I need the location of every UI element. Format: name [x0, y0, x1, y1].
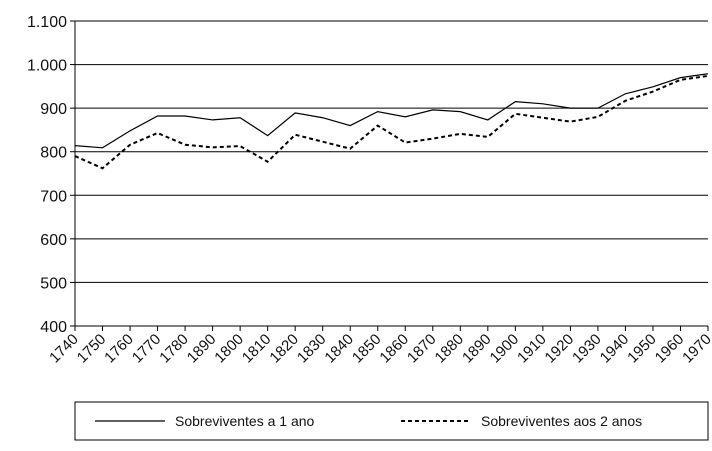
y-tick-label: 600 [40, 232, 67, 249]
x-tick-label: 1850 [349, 331, 385, 367]
x-tick-label: 1890 [459, 331, 495, 367]
x-tick-label: 1950 [624, 331, 660, 367]
x-tick-label: 1810 [239, 331, 275, 367]
legend-label: Sobreviventes aos 2 anos [481, 413, 642, 429]
series-line [74, 74, 709, 170]
x-tick-label: 1830 [294, 331, 330, 367]
x-tick-label: 1840 [321, 331, 357, 367]
x-tick-label: 1920 [542, 331, 578, 367]
x-tick-label: 1780 [156, 331, 192, 367]
series-line [74, 73, 709, 149]
legend-label: Sobreviventes a 1 ano [175, 413, 315, 429]
y-tick-label: 900 [40, 101, 67, 118]
x-tick-label: 1800 [211, 331, 247, 367]
x-tick-label: 1900 [487, 331, 523, 367]
x-tick-label: 1930 [569, 331, 605, 367]
x-tick-label: 1940 [597, 331, 633, 367]
y-tick-label: 1.000 [27, 58, 67, 75]
x-tick-label: 1890 [184, 331, 220, 367]
x-tick-label: 1770 [129, 331, 165, 367]
x-tick-label: 1970 [679, 331, 712, 367]
x-tick-label: 1880 [432, 331, 468, 367]
y-tick-label: 700 [40, 188, 67, 205]
x-tick-label: 1820 [266, 331, 302, 367]
legend-box [74, 401, 709, 441]
x-tick-label: 1740 [46, 331, 82, 367]
y-tick-label: 500 [40, 275, 67, 292]
x-tick-label: 1960 [652, 331, 688, 367]
x-tick-label: 1750 [74, 331, 110, 367]
y-tick-label: 1.100 [27, 14, 67, 31]
x-tick-label: 1910 [514, 331, 550, 367]
y-tick-label: 800 [40, 145, 67, 162]
x-tick-label: 1860 [376, 331, 412, 367]
x-tick-label: 1870 [404, 331, 440, 367]
y-tick-label: 400 [40, 319, 67, 336]
x-tick-label: 1760 [101, 331, 137, 367]
